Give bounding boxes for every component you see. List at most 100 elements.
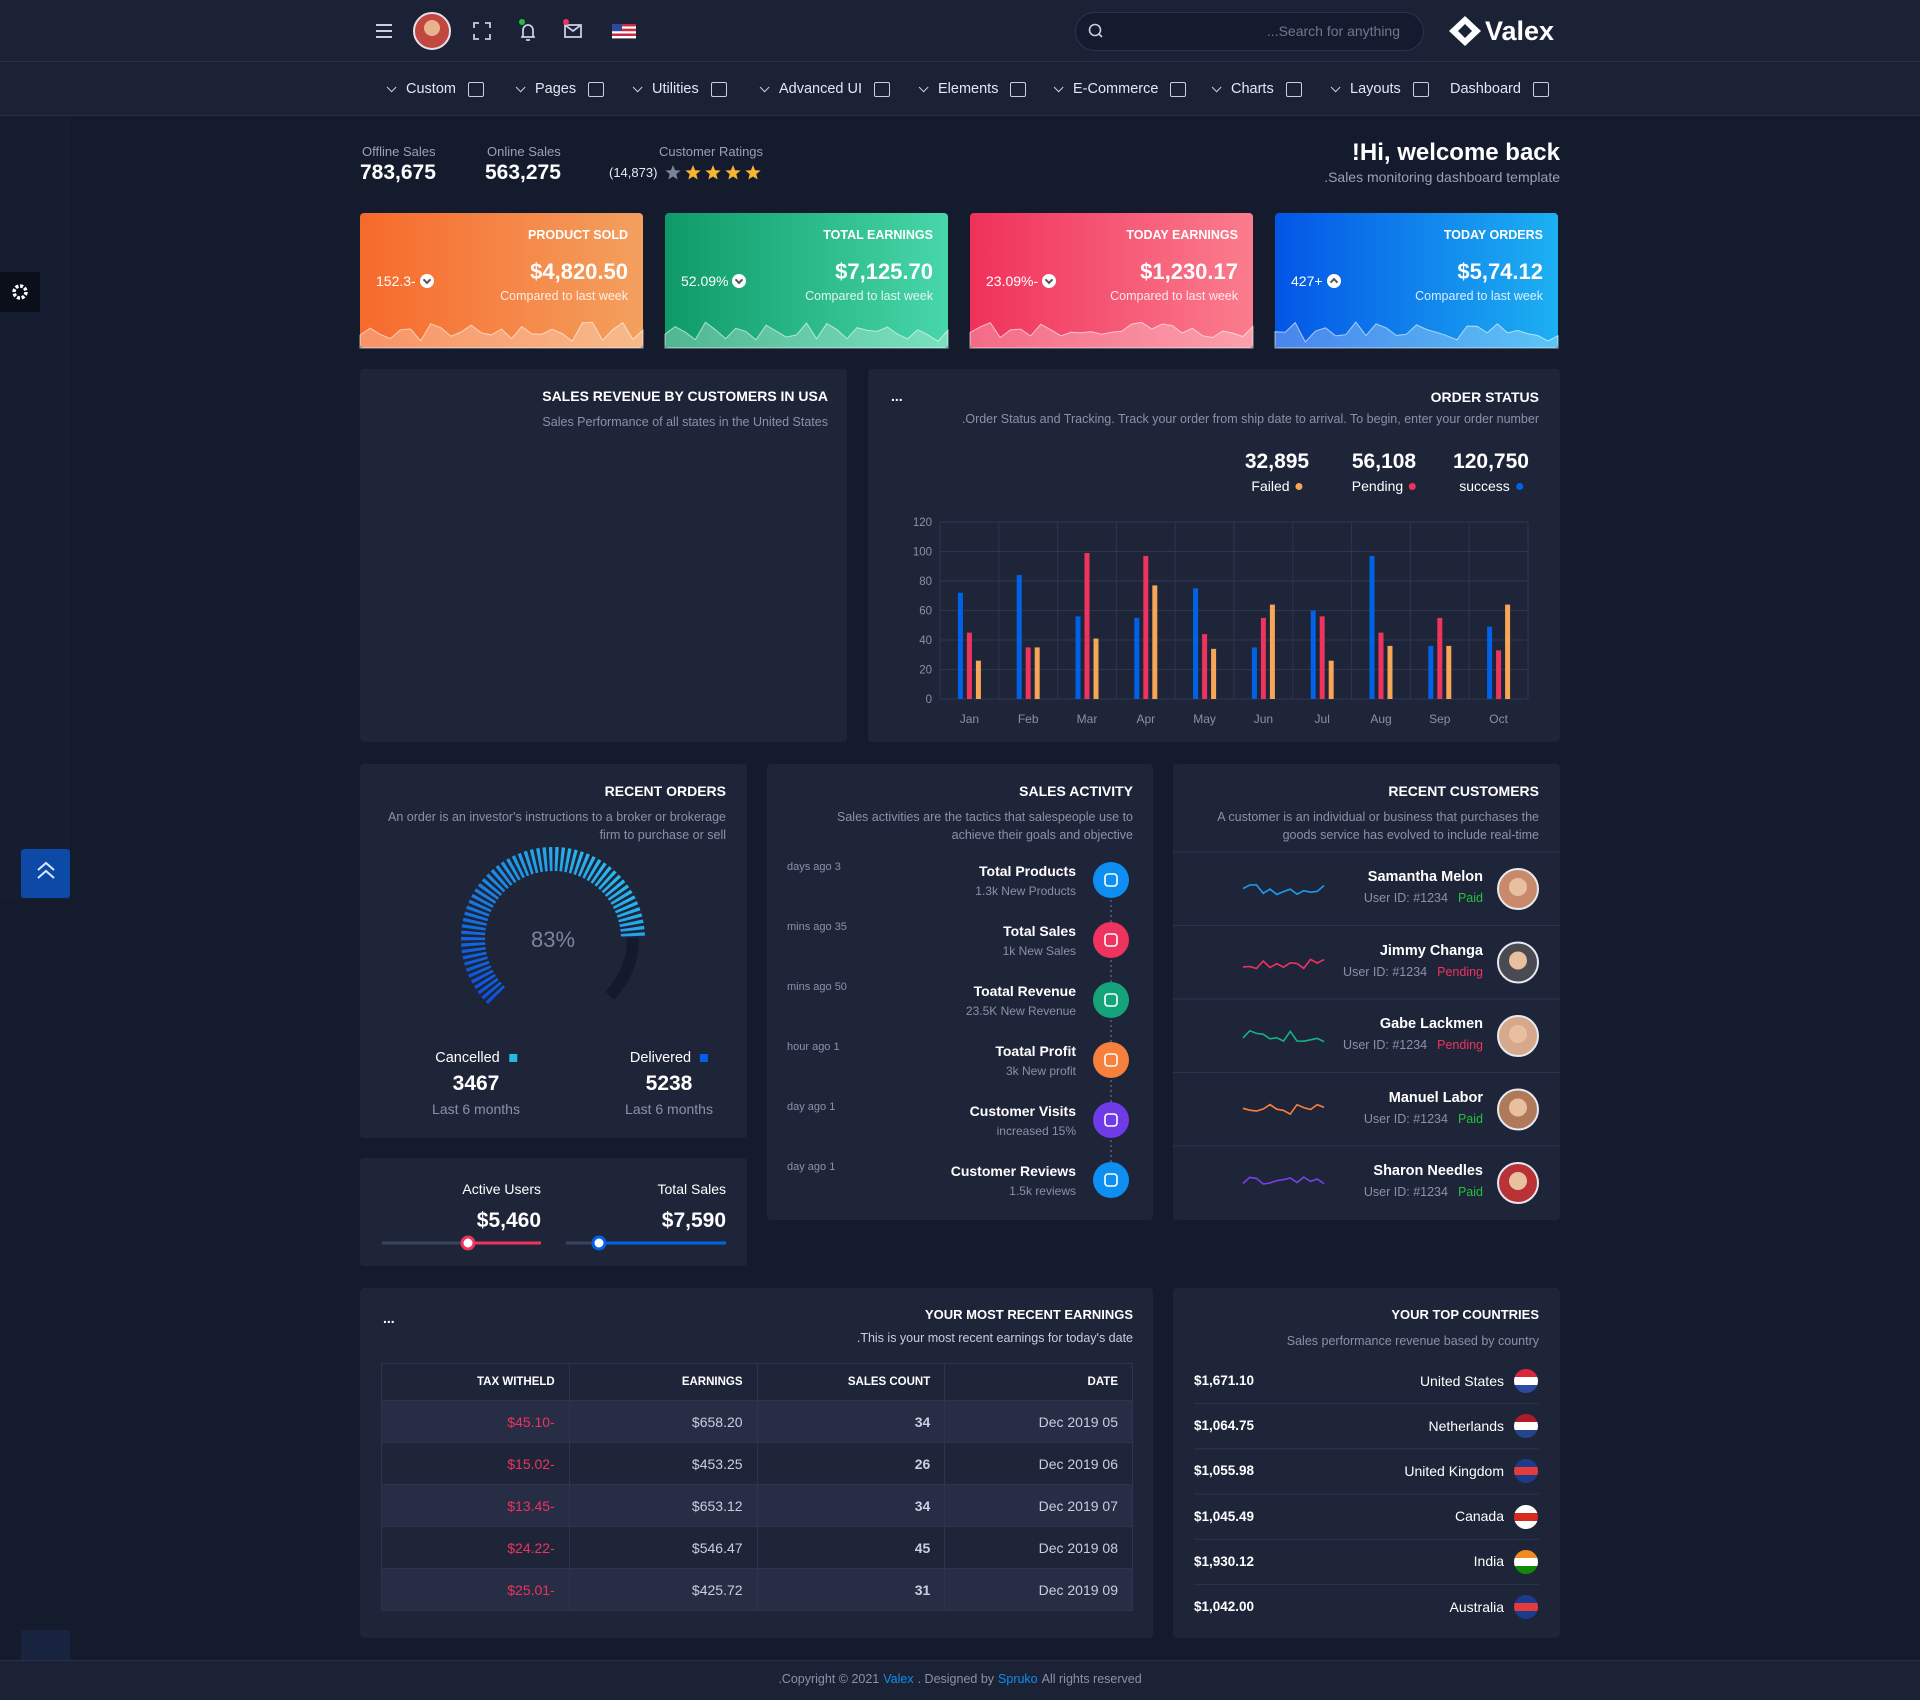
- card-change: 23.09%-: [986, 273, 1057, 289]
- arrow-head: [735, 275, 744, 285]
- activity-detail: 1.5k reviews: [1009, 1183, 1076, 1198]
- rating-star: [705, 165, 721, 180]
- nav-item[interactable]: Charts: [1211, 78, 1302, 100]
- users-value: $7,590: [661, 1209, 726, 1233]
- change-arrow: [1042, 274, 1057, 288]
- panel-title: YOUR TOP COUNTRIES: [1391, 1307, 1539, 1323]
- customer-status: Pending: [1437, 1038, 1483, 1052]
- country-amount: $1,064.75: [1194, 1418, 1255, 1434]
- footer-suffix: All rights reserved: [1041, 1672, 1142, 1686]
- back-to-top[interactable]: [21, 849, 70, 898]
- arrow-head: [422, 275, 431, 285]
- nav-item[interactable]: E-Commerce: [1053, 78, 1187, 100]
- panel-subtitle: A customer is an individual or business …: [1217, 810, 1539, 842]
- nav-item[interactable]: Utilities: [632, 78, 727, 100]
- nav-chevron: [386, 81, 397, 92]
- nav-item[interactable]: Advanced UI: [759, 78, 891, 100]
- country-flag: [1514, 1414, 1538, 1439]
- nav-chevron: [759, 81, 770, 92]
- users-label: Total Sales: [657, 1180, 726, 1197]
- footer-bar: [0, 1660, 1920, 1700]
- card-change: 427+: [1291, 273, 1341, 289]
- nav-icon: [1170, 81, 1187, 97]
- panel-title: RECENT CUSTOMERS: [1388, 782, 1539, 799]
- summary-label: Customer Ratings: [659, 144, 764, 160]
- customer-meta: User ID: #1234 Paid: [1364, 1112, 1483, 1126]
- table-cell: Dec 2019 08: [944, 1526, 1133, 1569]
- column-header: SALES COUNT: [756, 1363, 946, 1401]
- nav-icon: [1285, 81, 1302, 97]
- legend-dot: [1409, 482, 1417, 490]
- table-cell: 34: [756, 1484, 946, 1527]
- activity-title: Total Products: [979, 862, 1076, 879]
- nav-chevron: [1330, 81, 1341, 92]
- card-value: $1,230.17: [1140, 258, 1238, 284]
- customer-meta: User ID: #1234 Paid: [1364, 1185, 1483, 1199]
- table-cell: $15.02-: [381, 1442, 570, 1485]
- card-change: 152.3-: [376, 273, 434, 289]
- rating-star: [685, 165, 701, 180]
- nav-icon: [1010, 81, 1027, 97]
- nav-chevron: [1053, 81, 1064, 92]
- nav-icon: [1412, 81, 1429, 97]
- activity-title: Toatal Revenue: [973, 982, 1076, 999]
- panel-title: SALES REVENUE BY CUSTOMERS IN USA: [542, 387, 828, 404]
- customer-id: User ID: #1234: [1363, 1185, 1448, 1199]
- customer-name: Samantha Melon: [1367, 869, 1483, 886]
- country-name: India: [1473, 1553, 1504, 1570]
- nav-item[interactable]: Custom: [386, 78, 484, 100]
- nav-item[interactable]: Layouts: [1330, 78, 1429, 100]
- summary-label: Offline Sales: [362, 144, 436, 160]
- table-cell: 45: [756, 1526, 946, 1569]
- legend-label: Pending: [1351, 478, 1404, 494]
- brand-name: Valex: [1485, 15, 1555, 46]
- change-arrow: [419, 274, 434, 288]
- settings-button[interactable]: [0, 272, 40, 312]
- card-title: TOTAL EARNINGS: [823, 227, 933, 242]
- legend-dot: [1515, 482, 1523, 490]
- nav-item[interactable]: Elements: [918, 78, 1027, 100]
- legend-total: 32,895: [1244, 450, 1310, 474]
- panel: [1173, 1288, 1560, 1638]
- legend-total: 120,750: [1453, 450, 1529, 474]
- panel-subtitle: Sales performance revenue based by count…: [1286, 1333, 1539, 1348]
- activity-detail: 1.3k New Products: [975, 883, 1076, 898]
- nav-label: Advanced UI: [779, 81, 863, 97]
- table-cell: $45.10-: [381, 1400, 570, 1443]
- order-stat-text: Cancelled: [435, 1050, 500, 1066]
- customer-meta: User ID: #1234 Pending: [1343, 1038, 1483, 1052]
- nav-item[interactable]: Dashboard: [1450, 78, 1549, 100]
- panel-subtitle: .This is your most recent earnings for t…: [856, 1330, 1133, 1345]
- panel: [1173, 764, 1560, 1220]
- ratings-count: (14,873): [609, 165, 658, 181]
- summary-value: 563,275: [485, 161, 561, 185]
- activity-detail: 23.5K New Revenue: [965, 1003, 1076, 1018]
- table-cell: $658.20: [568, 1400, 758, 1443]
- table-row: $13.45- $653.12 34 Dec 2019 07: [381, 1484, 1133, 1527]
- table-cell: 34: [756, 1400, 946, 1443]
- search-box[interactable]: [1075, 12, 1424, 51]
- nav-item[interactable]: Pages: [515, 78, 605, 100]
- column-header: TAX WITHELD: [381, 1363, 570, 1401]
- customer-id: User ID: #1234: [1343, 1038, 1428, 1052]
- activity-detail: increased 15%: [996, 1123, 1076, 1138]
- nav-icon: [588, 81, 605, 97]
- order-stat-text: Delivered: [629, 1050, 692, 1066]
- country-flag: [1514, 1504, 1538, 1529]
- country-flag: [1514, 1549, 1538, 1574]
- card-change: 52.09%: [681, 273, 747, 289]
- customer-meta: User ID: #1234 Paid: [1364, 891, 1483, 905]
- nav-label: Layouts: [1350, 81, 1401, 97]
- country-name: United Kingdom: [1404, 1463, 1504, 1479]
- card-note: Compared to last week: [805, 288, 933, 303]
- change-arrow: [1326, 274, 1341, 288]
- nav-bar: [0, 62, 1920, 116]
- country-amount: $1,671.10: [1194, 1372, 1255, 1388]
- country-flag: [1514, 1595, 1538, 1619]
- activity-title: Customer Visits: [969, 1102, 1076, 1119]
- arrow-head: [1044, 275, 1054, 285]
- customer-status: Paid: [1457, 1185, 1483, 1199]
- card-note: Compared to last week: [1415, 288, 1543, 303]
- country-name: United States: [1419, 1372, 1504, 1389]
